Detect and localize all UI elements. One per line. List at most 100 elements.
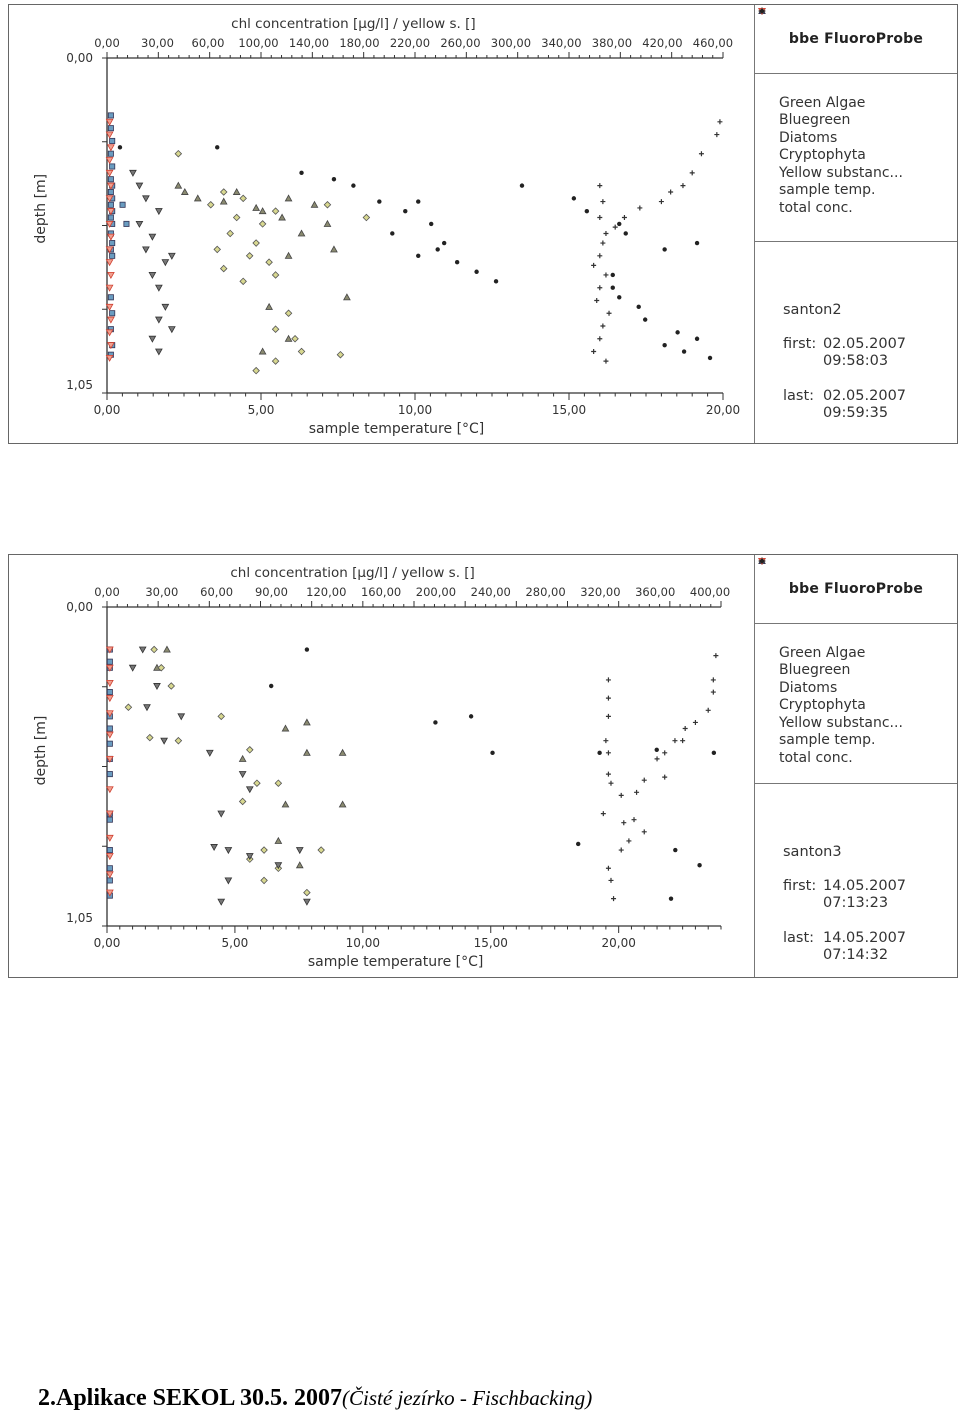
data-point xyxy=(143,704,151,712)
data-point xyxy=(611,896,617,902)
data-point xyxy=(673,847,678,853)
series-sample-temp- xyxy=(600,653,719,902)
data-point xyxy=(105,303,114,311)
top-tick-label: 100,00 xyxy=(238,36,278,50)
data-point xyxy=(160,737,168,745)
data-point xyxy=(717,119,723,125)
legend-entry: Cryptophyta xyxy=(758,8,957,165)
data-point xyxy=(238,771,247,779)
data-point xyxy=(107,201,114,208)
data-point xyxy=(433,720,438,725)
data-point xyxy=(474,269,479,274)
data-point xyxy=(135,220,144,228)
data-point xyxy=(600,811,606,817)
top-axis-label: chl concentration [µg/l] / yellow s. [] xyxy=(231,16,475,32)
data-point xyxy=(153,683,161,691)
data-point xyxy=(707,355,713,361)
legend-entry: Bluegreen xyxy=(759,558,957,680)
legend-entry: Cryptophyta xyxy=(758,558,957,715)
data-point xyxy=(291,334,299,343)
brand-label: bbe FluoroProbe xyxy=(755,5,957,74)
data-point xyxy=(150,645,158,654)
data-point xyxy=(711,750,717,756)
top-tick-label: 400,00 xyxy=(690,585,730,599)
data-point xyxy=(336,350,345,359)
data-point xyxy=(271,271,280,279)
top-tick-label: 420,00 xyxy=(642,36,682,50)
data-point xyxy=(303,888,311,897)
data-point xyxy=(138,646,147,654)
data-point xyxy=(390,231,395,236)
data-point xyxy=(105,284,114,292)
data-point xyxy=(107,150,114,157)
legend: Green Algae Bluegreen Diatoms Cryptophyta Ye… xyxy=(755,556,957,784)
legend-entry: Diatoms xyxy=(758,7,957,147)
caption-italic: (Čisté jezírko - Fischbacking) xyxy=(342,1386,593,1410)
data-point xyxy=(109,137,116,144)
y-top-label: 0,00 xyxy=(66,600,93,614)
data-point xyxy=(303,898,311,906)
data-point xyxy=(621,215,627,221)
data-point xyxy=(689,170,695,176)
data-point xyxy=(490,750,495,756)
data-point xyxy=(278,213,286,221)
top-tick-label: 0,00 xyxy=(94,36,120,50)
legend-label: sample temp. xyxy=(779,732,876,749)
data-point xyxy=(284,194,293,202)
data-point xyxy=(105,731,114,739)
data-point xyxy=(217,810,226,818)
data-point xyxy=(637,205,643,211)
data-point xyxy=(710,689,716,695)
data-point xyxy=(107,112,114,119)
data-point xyxy=(636,304,641,310)
data-point xyxy=(105,118,114,126)
data-point xyxy=(238,754,247,762)
data-point xyxy=(226,229,234,238)
data-point xyxy=(105,679,114,687)
data-point xyxy=(338,800,347,808)
first-label: first: xyxy=(783,878,817,894)
data-point xyxy=(105,695,114,703)
top-tick-label: 30,00 xyxy=(145,585,178,599)
data-point xyxy=(680,183,686,189)
data-point xyxy=(694,336,700,341)
data-point xyxy=(258,220,267,228)
data-point xyxy=(105,853,114,861)
data-point xyxy=(107,233,115,241)
legend-label: Green Algae xyxy=(779,94,866,111)
info-block: santon2 first: 02.05.2007 09:58:03 last: 0… xyxy=(755,242,957,422)
data-point xyxy=(299,170,304,176)
data-point xyxy=(167,326,176,334)
data-point xyxy=(210,844,218,852)
data-point xyxy=(105,220,114,228)
legend-label: Bluegreen xyxy=(779,112,851,129)
data-point xyxy=(161,259,170,267)
data-point xyxy=(161,303,170,311)
data-point xyxy=(269,683,274,689)
data-point xyxy=(105,259,114,267)
last-label: last: xyxy=(783,930,815,946)
top-tick-label: 160,00 xyxy=(361,585,401,599)
data-point xyxy=(154,284,163,292)
data-point xyxy=(107,214,114,221)
data-point xyxy=(493,279,499,284)
data-point xyxy=(260,846,268,854)
data-point xyxy=(618,847,624,853)
bottom-tick-label: 0,00 xyxy=(94,403,121,417)
legend: Green Algae Bluegreen Diatoms Cryptophyta Ye… xyxy=(755,6,957,242)
data-point xyxy=(105,646,114,654)
data-point xyxy=(641,777,647,783)
legend-entry: Yellow substanc... xyxy=(758,8,957,182)
data-point xyxy=(694,240,700,246)
info-block: santon3 first: 14.05.2007 07:13:23 last: 1… xyxy=(755,784,957,964)
legend-entry: sample temp. xyxy=(759,558,957,750)
top-tick-label: 0,00 xyxy=(94,585,120,599)
data-point xyxy=(109,252,116,259)
bottom-tick-label: 20,00 xyxy=(706,403,740,417)
data-point xyxy=(174,149,183,158)
data-point xyxy=(597,336,603,342)
data-point xyxy=(668,189,674,195)
data-point xyxy=(295,861,304,869)
data-point xyxy=(107,144,115,152)
data-point xyxy=(107,316,115,324)
